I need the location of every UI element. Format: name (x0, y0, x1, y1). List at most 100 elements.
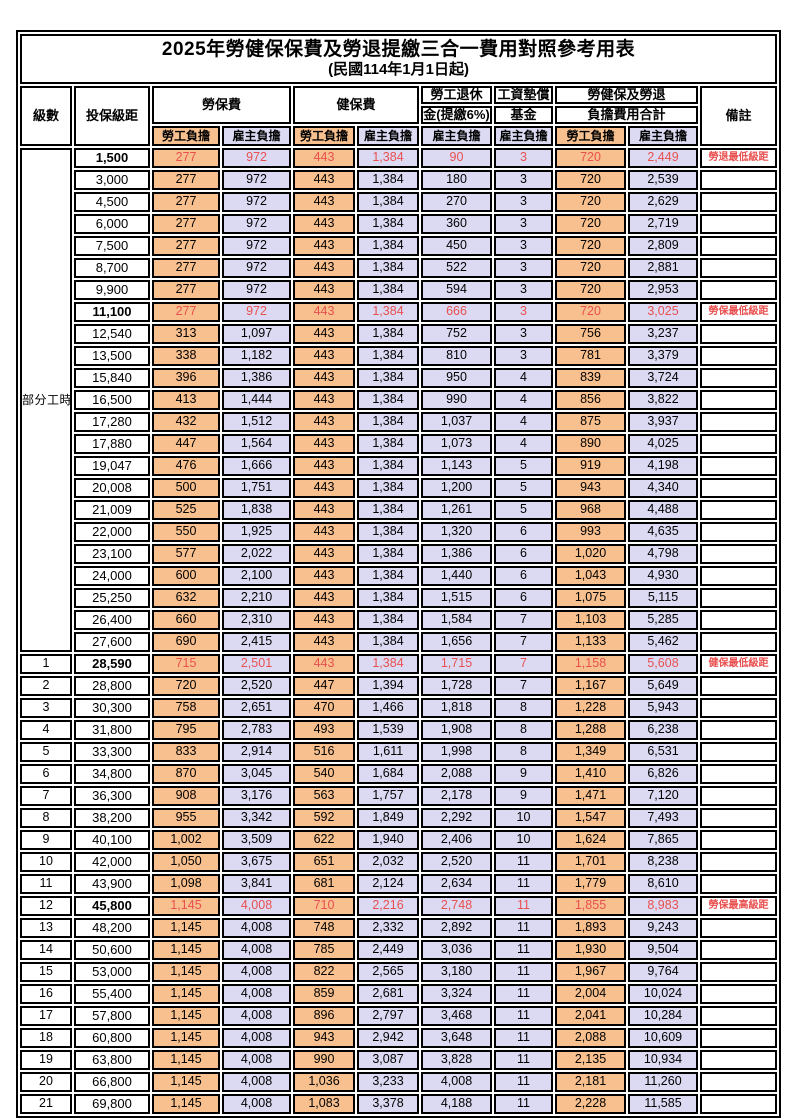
table-row: 27,600 690 2,415 443 1,384 1,656 7 1,133 5,462 (20, 632, 778, 652)
table-row: 26,400 660 2,310 443 1,384 1,584 7 1,103 5,285 (20, 610, 778, 630)
table-row: 7 36,300 908 3,176 563 1,757 2,178 9 1,471 7,120 (20, 786, 778, 806)
value-cell: 972 (222, 258, 291, 278)
value-cell: 990 (421, 390, 492, 410)
value-cell: 1,656 (421, 632, 492, 652)
value-cell: 1,384 (357, 434, 419, 454)
fee-table: 2025年勞健保保費及勞退提繳三合一費用對照參考用表 (民國114年1月1日起)… (16, 30, 782, 1118)
value-cell: 443 (293, 148, 355, 168)
table-row: 12 45,800 1,145 4,008 710 2,216 2,748 11 1,855 8,… (20, 896, 778, 916)
value-cell: 795 (152, 720, 220, 740)
value-cell: 1,384 (357, 258, 419, 278)
value-cell: 2,415 (222, 632, 291, 652)
table-row: 2 28,800 720 2,520 447 1,394 1,728 7 1,167 5,649 (20, 676, 778, 696)
value-cell: 1,838 (222, 500, 291, 520)
table-row: 12,540 313 1,097 443 1,384 752 3 756 3,237 (20, 324, 778, 344)
value-cell: 432 (152, 412, 220, 432)
value-cell: 3,468 (421, 1006, 492, 1026)
col-header-labor-insurance: 勞保費 (152, 86, 291, 124)
col-header-bracket: 投保級距 (74, 86, 150, 146)
value-cell: 3,509 (222, 830, 291, 850)
value-cell: 2,681 (357, 984, 419, 1004)
level-cell: 11 (20, 874, 72, 894)
value-cell: 1,384 (357, 544, 419, 564)
value-cell: 3 (494, 302, 553, 322)
table-row: 22,000 550 1,925 443 1,384 1,320 6 993 4,635 (20, 522, 778, 542)
title-row: 2025年勞健保保費及勞退提繳三合一費用對照參考用表 (民國114年1月1日起) (20, 34, 778, 84)
value-cell: 563 (293, 786, 355, 806)
value-cell: 8,983 (628, 896, 698, 916)
bracket-cell: 45,800 (74, 896, 150, 916)
value-cell: 2,629 (628, 192, 698, 212)
table-row: 7,500 277 972 443 1,384 450 3 720 2,809 (20, 236, 778, 256)
value-cell: 1,182 (222, 346, 291, 366)
value-cell: 3,724 (628, 368, 698, 388)
value-cell: 2,022 (222, 544, 291, 564)
bracket-cell: 48,200 (74, 918, 150, 938)
note-cell (700, 1028, 778, 1048)
table-row: 13 48,200 1,145 4,008 748 2,332 2,892 11 1,893 9,… (20, 918, 778, 938)
value-cell: 1,167 (555, 676, 626, 696)
bracket-cell: 53,000 (74, 962, 150, 982)
bracket-cell: 25,250 (74, 588, 150, 608)
value-cell: 3,324 (421, 984, 492, 1004)
value-cell: 2,953 (628, 280, 698, 300)
value-cell: 1,036 (293, 1072, 355, 1092)
value-cell: 4,008 (222, 1094, 291, 1114)
value-cell: 1,751 (222, 478, 291, 498)
value-cell: 6 (494, 566, 553, 586)
value-cell: 476 (152, 456, 220, 476)
bracket-cell: 19,047 (74, 456, 150, 476)
table-row: 8,700 277 972 443 1,384 522 3 720 2,881 (20, 258, 778, 278)
value-cell: 1,145 (152, 984, 220, 1004)
table-row: 10 42,000 1,050 3,675 651 2,032 2,520 11 1,701 8,… (20, 852, 778, 872)
value-cell: 2,634 (421, 874, 492, 894)
value-cell: 2,216 (357, 896, 419, 916)
value-cell: 666 (421, 302, 492, 322)
value-cell: 443 (293, 324, 355, 344)
value-cell: 3,180 (421, 962, 492, 982)
value-cell: 11 (494, 984, 553, 1004)
bracket-cell: 33,300 (74, 742, 150, 762)
value-cell: 1,512 (222, 412, 291, 432)
value-cell: 3,087 (357, 1050, 419, 1070)
bracket-cell: 55,400 (74, 984, 150, 1004)
value-cell: 550 (152, 522, 220, 542)
note-cell (700, 280, 778, 300)
note-cell (700, 434, 778, 454)
value-cell: 972 (222, 214, 291, 234)
value-cell: 2,809 (628, 236, 698, 256)
value-cell: 720 (555, 192, 626, 212)
value-cell: 720 (555, 236, 626, 256)
value-cell: 443 (293, 368, 355, 388)
value-cell: 1,515 (421, 588, 492, 608)
bracket-cell: 38,200 (74, 808, 150, 828)
bracket-cell: 8,700 (74, 258, 150, 278)
value-cell: 720 (555, 302, 626, 322)
value-cell: 1,384 (357, 566, 419, 586)
value-cell: 1,384 (357, 654, 419, 674)
note-cell (700, 1094, 778, 1114)
bracket-cell: 40,100 (74, 830, 150, 850)
value-cell: 7,493 (628, 808, 698, 828)
value-cell: 1,728 (421, 676, 492, 696)
value-cell: 6 (494, 522, 553, 542)
bracket-cell: 16,500 (74, 390, 150, 410)
value-cell: 943 (555, 478, 626, 498)
value-cell: 1,384 (357, 280, 419, 300)
table-row: 19,047 476 1,666 443 1,384 1,143 5 919 4,198 (20, 456, 778, 476)
value-cell: 3,342 (222, 808, 291, 828)
value-cell: 1,384 (357, 500, 419, 520)
bracket-cell: 7,500 (74, 236, 150, 256)
value-cell: 2,748 (421, 896, 492, 916)
value-cell: 2,449 (628, 148, 698, 168)
value-cell: 1,715 (421, 654, 492, 674)
bracket-cell: 4,500 (74, 192, 150, 212)
value-cell: 3 (494, 214, 553, 234)
value-cell: 1,384 (357, 412, 419, 432)
value-cell: 277 (152, 302, 220, 322)
subheader-employer-pension: 雇主負擔 (421, 126, 492, 146)
value-cell: 1,145 (152, 1094, 220, 1114)
value-cell: 660 (152, 610, 220, 630)
value-cell: 443 (293, 544, 355, 564)
bracket-cell: 21,009 (74, 500, 150, 520)
